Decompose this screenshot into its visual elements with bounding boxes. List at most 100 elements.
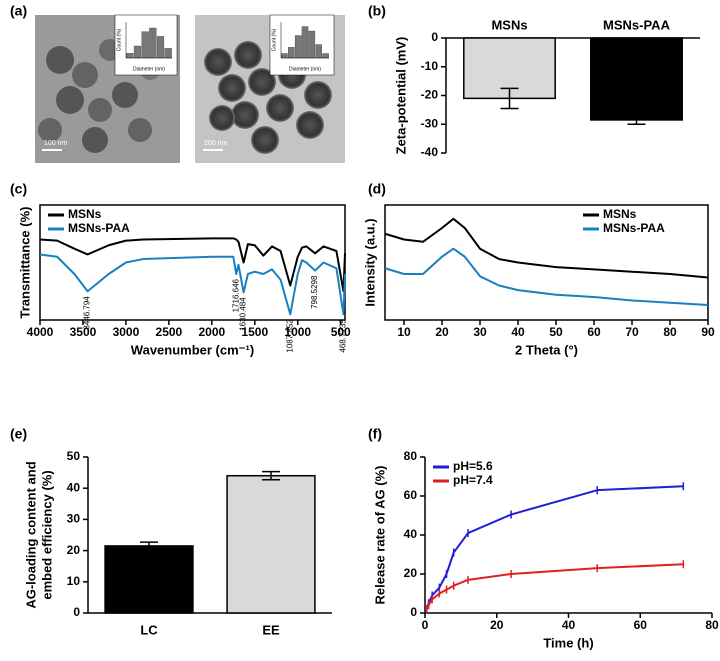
legend-label: MSNs-PAA [68, 221, 130, 235]
y-tick-label: 0 [73, 605, 80, 619]
bar [226, 474, 316, 614]
error-bar [140, 541, 158, 551]
y-axis-label: Intensity (a.u.) [362, 218, 377, 306]
y-tick-label: 50 [67, 449, 81, 463]
x-tick-label: 30 [473, 325, 487, 339]
x-tick-label: 500 [331, 325, 351, 339]
legend-label: pH=7.4 [453, 473, 493, 487]
series-line [425, 563, 684, 610]
x-tick-label: 3000 [113, 325, 140, 339]
inset-bar [126, 53, 134, 59]
y-tick-label: 0 [431, 30, 438, 44]
y-tick-label: 10 [67, 574, 81, 588]
panel-label: (a) [10, 3, 27, 19]
category-label: LC [140, 622, 158, 637]
error-bar [262, 470, 280, 481]
y-tick-label: 40 [404, 527, 418, 541]
x-tick-label: 60 [634, 618, 648, 632]
x-tick-label: 90 [701, 325, 715, 339]
y-tick-label: 80 [404, 449, 418, 463]
y-tick-label: 30 [67, 512, 81, 526]
y-tick-label: 0 [410, 605, 417, 619]
scale-bar-label: 100 nm [44, 140, 68, 147]
legend-label: MSNs-PAA [603, 221, 665, 235]
inset-bar [294, 35, 302, 59]
x-tick-label: 2000 [198, 325, 225, 339]
inset-bar [308, 30, 316, 59]
x-tick-label: 1000 [284, 325, 311, 339]
plot-frame [384, 204, 709, 321]
y-tick-label: 60 [404, 488, 418, 502]
x-tick-label: 20 [435, 325, 449, 339]
x-tick-label: 40 [562, 618, 576, 632]
inset-bar [156, 36, 165, 59]
inset-x-label: Diameter (nm) [289, 66, 321, 72]
inset-x-label: Diameter (nm) [133, 66, 165, 72]
x-tick-label: 40 [511, 325, 525, 339]
bar [104, 545, 194, 614]
x-tick-label: 2500 [156, 325, 183, 339]
y-tick-label: -20 [421, 88, 439, 102]
x-tick-label: 3500 [70, 325, 97, 339]
series-line [384, 217, 709, 279]
x-tick-label: 80 [705, 618, 719, 632]
y-tick-label: 40 [67, 480, 81, 494]
peak-annotation: 3446.794 [83, 296, 92, 330]
y-axis-label: Transmittance (%) [17, 207, 32, 319]
y-tick-label: -30 [421, 116, 439, 130]
x-axis-label: Time (h) [543, 635, 593, 650]
inset-bar [288, 47, 295, 59]
panel-label: (e) [10, 426, 27, 442]
series-line [39, 253, 346, 316]
x-tick-label: 0 [422, 618, 429, 632]
error-bar [627, 114, 646, 125]
x-axis-label: Wavenumber (cm⁻¹) [131, 342, 254, 357]
panel-label: (d) [368, 181, 386, 197]
category-label: EE [262, 622, 280, 637]
inset-bar [149, 27, 157, 59]
category-label: MSNs [491, 17, 527, 32]
x-tick-label: 50 [549, 325, 563, 339]
y-axis-label: embed efficiency (%) [39, 470, 54, 599]
y-tick-label: 20 [67, 543, 81, 557]
panel-label: (c) [10, 181, 27, 197]
y-tick-label: 20 [404, 566, 418, 580]
y-axis-label: Zeta-potential (mV) [393, 37, 408, 155]
panel-label: (f) [368, 426, 382, 442]
inset-bar [301, 26, 309, 59]
peak-annotation: 1630.484 [239, 297, 248, 331]
inset-y-label: Count (%) [116, 28, 122, 51]
error-bar [500, 87, 519, 110]
inset-bar [315, 44, 322, 59]
inset-bar [281, 53, 288, 59]
category-label: MSNs-PAA [603, 17, 671, 32]
inset-bar [164, 48, 172, 59]
x-tick-label: 80 [663, 325, 677, 339]
y-axis-label: AG-loading content and [23, 461, 38, 608]
scale-bar-label: 200 nm [204, 140, 228, 147]
peak-annotation: 798.5298 [310, 275, 319, 309]
series-line [39, 237, 346, 293]
x-tick-label: 1500 [241, 325, 268, 339]
y-tick-label: -10 [421, 59, 439, 73]
peak-annotation: 468.7735 [338, 319, 347, 353]
peak-annotation: 1087.852 [285, 319, 294, 353]
legend-label: MSNs [603, 207, 637, 221]
legend-label: pH=5.6 [453, 459, 493, 473]
panel-label: (b) [368, 3, 386, 19]
x-axis-label: 2 Theta (°) [515, 342, 578, 357]
inset-frame [269, 14, 335, 76]
inset-bar [141, 31, 149, 59]
x-tick-label: 4000 [27, 325, 54, 339]
inset-y-label: Count (%) [271, 28, 277, 51]
x-tick-label: 60 [587, 325, 601, 339]
x-tick-label: 10 [397, 325, 411, 339]
inset-bar [133, 45, 142, 59]
y-axis-label: Release rate of AG (%) [372, 466, 387, 605]
y-tick-label: -40 [421, 145, 439, 159]
bar [590, 37, 683, 121]
x-tick-label: 20 [490, 618, 504, 632]
series-line [425, 485, 684, 610]
legend-label: MSNs [68, 207, 102, 221]
